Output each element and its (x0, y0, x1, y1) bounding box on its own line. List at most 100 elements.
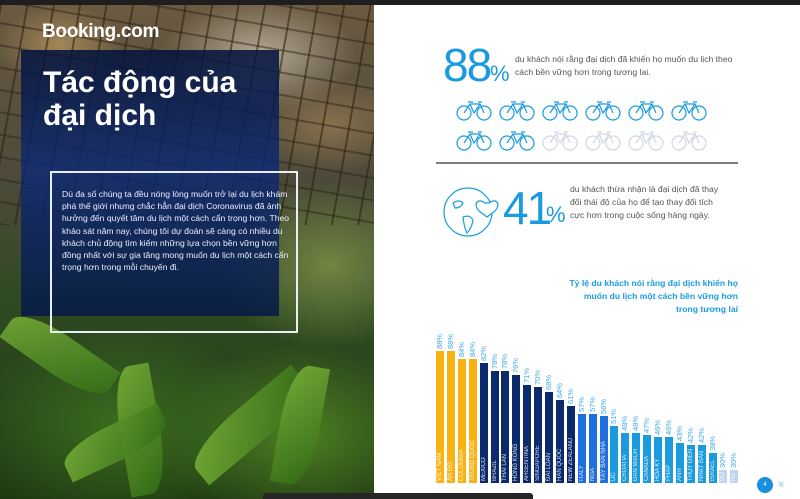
bar: NEW ZEALAND (566, 406, 575, 483)
bar-value-label: 48% (620, 415, 630, 431)
bar-column: HÀN QUỐC 64% (555, 280, 564, 483)
bar-column: ĐAN MẠCH 48% (631, 280, 641, 483)
bar-value-label: 84% (467, 341, 477, 357)
bicycle-icon (499, 130, 542, 156)
bar-value-label: 56% (598, 398, 608, 414)
bar-column: ARGENTINA 71% (522, 280, 532, 483)
bar-category-label: TÂY BAN NHA (600, 441, 607, 481)
bar-column: TRUNG QUỐC 84% (467, 280, 477, 483)
bar-category-label: ISRAEL (709, 459, 716, 481)
bar-column: VIỆT NAM 88% (435, 280, 444, 483)
bar: SINGAPORE (534, 387, 543, 483)
bar-value-label: 30% (718, 452, 728, 468)
bar-category-label: MEXICO (480, 457, 487, 481)
bar-column: NGA 57% (588, 280, 597, 483)
bar-value-label: 76% (511, 357, 521, 373)
bar: NHẬT BẢN (697, 445, 706, 483)
bar-column: CANADA 47% (642, 280, 652, 483)
bar-value-label: 46% (663, 419, 673, 435)
title-overlay (21, 50, 279, 316)
bar-column: COLOMBIA 84% (456, 280, 466, 483)
bar-value-label: 57% (576, 396, 586, 412)
section-divider (436, 162, 738, 164)
bar-column: TÂY BAN NHA 56% (598, 280, 608, 483)
bar-value-label: 42% (685, 427, 695, 443)
bar-category-label: SINGAPORE (535, 445, 542, 481)
bar: NGA (588, 414, 597, 483)
bar-column: ANH 43% (675, 280, 684, 483)
bar-category-label: ARGENTINA (524, 445, 531, 481)
bar: ẤN ĐỘ (446, 351, 455, 483)
bar-category-label: ĐỨC (720, 472, 727, 481)
stats-page (374, 5, 800, 499)
bar-column: NEW ZEALAND 61% (565, 280, 575, 483)
bar-column: THÁI LAN 78% (500, 280, 510, 483)
bar-category-label: THỤY ĐIỂN (687, 448, 694, 481)
bar: PHÁP (664, 437, 673, 483)
bar-column: ISRAEL 38% (708, 280, 717, 483)
bar-column: ĐỨC 30% (718, 280, 728, 483)
bicycle-icon (542, 100, 585, 126)
bar-value-label: 68% (544, 374, 553, 390)
bar-column: THỤY ĐIỂN 42% (685, 280, 695, 483)
bar-column: ĐÀI LOAN 68% (544, 280, 553, 483)
bar-column: ITALY 57% (576, 280, 586, 483)
bar-column: HỒNG KÔNG 76% (511, 280, 521, 483)
bar-category-label: NHẬT BẢN (698, 450, 705, 481)
bar-column: MEXICO 82% (478, 280, 488, 483)
bar-value-label: 61% (565, 388, 575, 404)
bar-value-label: 84% (456, 341, 466, 357)
bar-category-label: COLOMBIA (458, 449, 465, 481)
bar-value-label: 70% (533, 369, 543, 385)
next-page-icon[interactable]: » (775, 480, 788, 488)
chart-title: Tỷ lệ du khách nói rằng đại dịch khiến h… (569, 278, 738, 314)
bicycle-icon (456, 130, 499, 156)
stat-88-unit: % (490, 61, 510, 86)
bar-column: HÀ LAN 30% (729, 280, 739, 483)
bar-column: BRAZIL 78% (490, 280, 499, 483)
bar: THÁI LAN (501, 371, 510, 483)
bar-category-label: HỒNG KÔNG (513, 443, 520, 481)
bar-column: PHÁP 46% (663, 280, 673, 483)
bar-category-label: NEW ZEALAND (567, 437, 574, 481)
bar: ARGENTINA (523, 385, 532, 483)
bar-category-label: PHÁP (665, 464, 672, 481)
bar-category-label: NGA (589, 467, 596, 481)
bicycle-icon (671, 130, 714, 156)
bar-category-label: BRAZIL (491, 459, 498, 481)
page-number-button[interactable]: 4 (757, 477, 773, 493)
bar-category-label: CROATIA (622, 454, 629, 481)
bar: ĐÀI LOAN (545, 392, 553, 483)
bar-column: NHẬT BẢN 42% (696, 280, 706, 483)
bar-value-label: 88% (435, 333, 444, 349)
bar: HOA KỲ (654, 437, 662, 483)
bar: TÂY BAN NHA (599, 416, 608, 483)
bar-column: CROATIA 48% (620, 280, 630, 483)
bar-value-label: 30% (729, 452, 739, 468)
bar: MEXICO (479, 363, 488, 483)
bicycle-icon (499, 100, 542, 126)
bar-category-label: ĐÀI LOAN (546, 452, 552, 481)
bicycle-icon (628, 130, 671, 156)
bar-column: SINGAPORE 70% (533, 280, 543, 483)
bar-value-label: 71% (522, 367, 532, 383)
bar-value-label: 78% (500, 353, 510, 369)
bar: THỤY ĐIỂN (686, 445, 695, 483)
stat-41-unit: % (546, 202, 566, 227)
bar: TRUNG QUỐC (468, 359, 477, 483)
bar-column: ẤN ĐỘ 88% (446, 280, 455, 483)
bar: ÚC (610, 426, 619, 483)
bar-category-label: ĐAN MẠCH (633, 448, 640, 481)
bar: ITALY (577, 414, 586, 483)
globe-heart-icon (443, 187, 499, 237)
bar: ANH (675, 443, 684, 483)
bar-value-label: 42% (696, 427, 706, 443)
bar: CROATIA (621, 433, 630, 483)
bar-value-label: 82% (478, 345, 488, 361)
stat-41-description: du khách thừa nhận là đại dịch đã thay đ… (570, 184, 719, 220)
bicycle-icon (585, 130, 628, 156)
stat-41-value: 41 (503, 182, 552, 234)
bar: CANADA (643, 435, 652, 483)
bicycle-icon (671, 100, 714, 126)
country-bar-chart: VIỆT NAM 88% ẤN ĐỘ 88% COLOMBIA 84% TRUNG QUỐC… (435, 280, 746, 483)
